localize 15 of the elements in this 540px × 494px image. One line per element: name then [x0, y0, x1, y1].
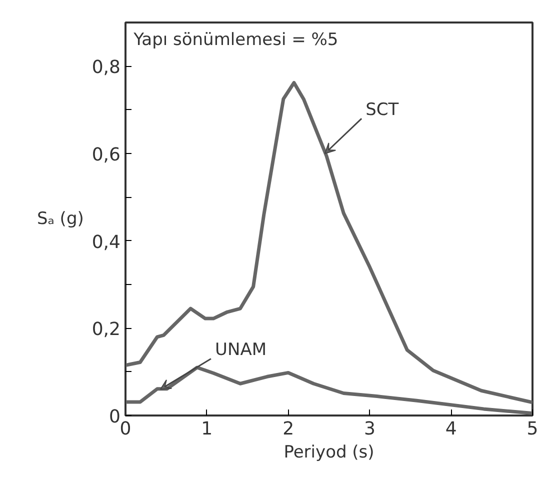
y-tick-label: 0,2	[92, 319, 121, 340]
x-tick-label: 1	[201, 418, 213, 440]
x-tick-label: 2	[282, 418, 294, 440]
y-tick-label: 0,4	[92, 232, 121, 253]
y-tick-label: 0,6	[92, 144, 121, 166]
annotation: SCT	[366, 100, 400, 120]
annotation: UNAM	[215, 340, 267, 360]
line-series	[126, 81, 532, 404]
x-tick-label: 4	[445, 418, 457, 440]
y-axis-title: Sₐ (g)	[36, 209, 84, 229]
x-tick-label: 3	[364, 418, 376, 440]
x-tick-label: 5	[526, 418, 538, 440]
annotation: Yapı sönümlemesi = %5	[132, 30, 338, 50]
y-tick-label: 0,8	[92, 57, 121, 78]
x-axis-title: Periyod (s)	[284, 442, 374, 462]
